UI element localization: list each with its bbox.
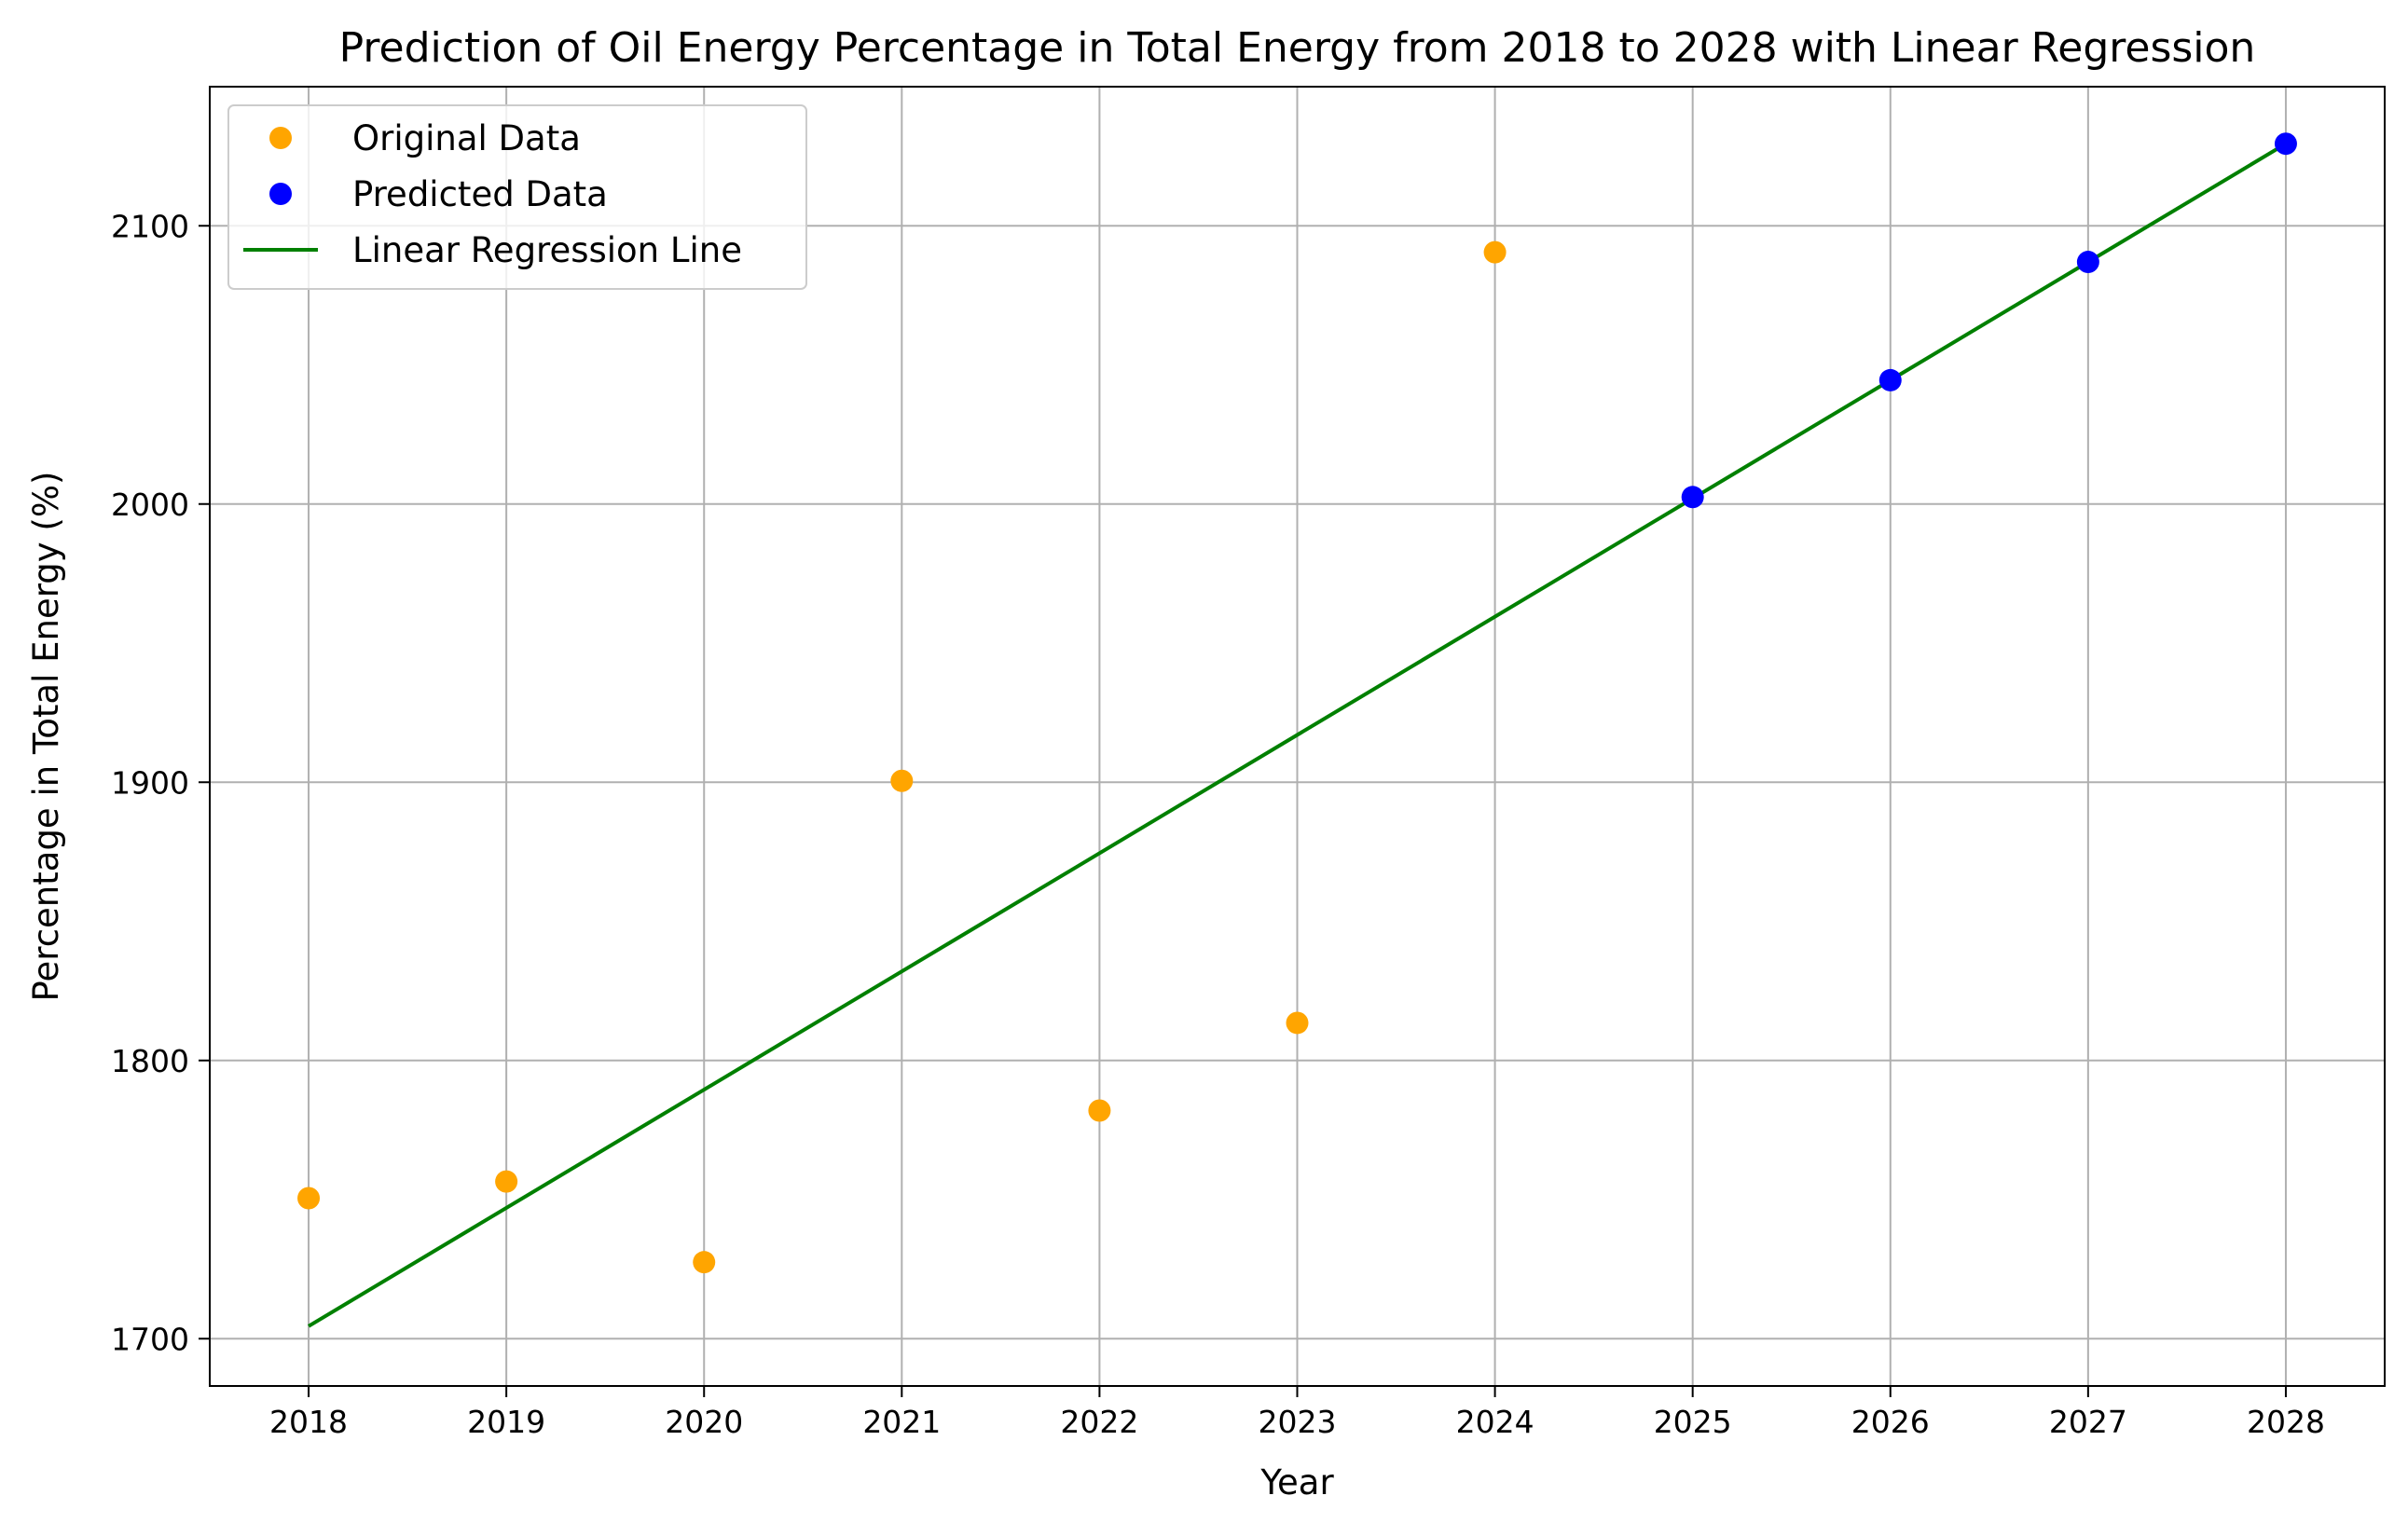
x-tick-label: 2022 [1060,1404,1138,1440]
data-points-layer [297,132,2297,1274]
x-tick-label: 2024 [1456,1404,1534,1440]
y-tick-label: 2100 [111,208,189,244]
x-tick-label: 2023 [1259,1404,1337,1440]
y-tick-label: 1900 [111,764,189,801]
predicted-data-point [2076,251,2099,274]
original-data-point [1088,1099,1111,1122]
y-tick-label: 2000 [111,487,189,523]
legend-label-predicted-data: Predicted Data [352,174,608,214]
original-data-point [890,769,914,792]
legend-label-linear-regression-line: Linear Regression Line [352,230,742,270]
y-tick-label: 1800 [111,1043,189,1079]
linear-regression-line-line [308,142,2287,1328]
x-tick-label: 2025 [1654,1404,1732,1440]
predicted-data-point [1878,368,1902,391]
x-tick-label: 2028 [2247,1404,2325,1440]
legend-box [227,104,807,290]
original-data-point [297,1187,321,1210]
x-tick-label: 2027 [2049,1404,2127,1440]
y-tick-label: 1700 [111,1321,189,1357]
x-tick-label: 2019 [467,1404,545,1440]
legend-swatch-predicted-data [269,183,292,205]
regression-line-layer [308,142,2287,1328]
original-data-point [693,1251,716,1274]
predicted-data-point [1681,486,1704,509]
x-tick-label: 2026 [1851,1404,1930,1440]
legend-label-original-data: Original Data [352,118,581,158]
axis-ticks: 2018 2019 2020 2021 2022 2023 2024 2025 2026 2027… [111,208,2325,1440]
original-data-point [495,1170,518,1193]
original-data-point [1286,1011,1309,1035]
original-data-point [1483,240,1507,264]
predicted-data-point [2274,132,2297,156]
legend-swatch-original-data [269,127,292,149]
y-axis-label: Percentage in Total Energy (%) [26,472,66,1002]
chart-title: Prediction of Oil Energy Percentage in T… [339,24,2256,72]
x-tick-label: 2021 [862,1404,941,1440]
x-tick-label: 2020 [665,1404,743,1440]
x-axis-label: Year [1259,1462,1334,1502]
legend-items: Original Data Predicted Data Linear Regres… [243,118,742,270]
legend: Original Data Predicted Data Linear Regres… [227,104,807,290]
x-tick-label: 2018 [269,1404,348,1440]
